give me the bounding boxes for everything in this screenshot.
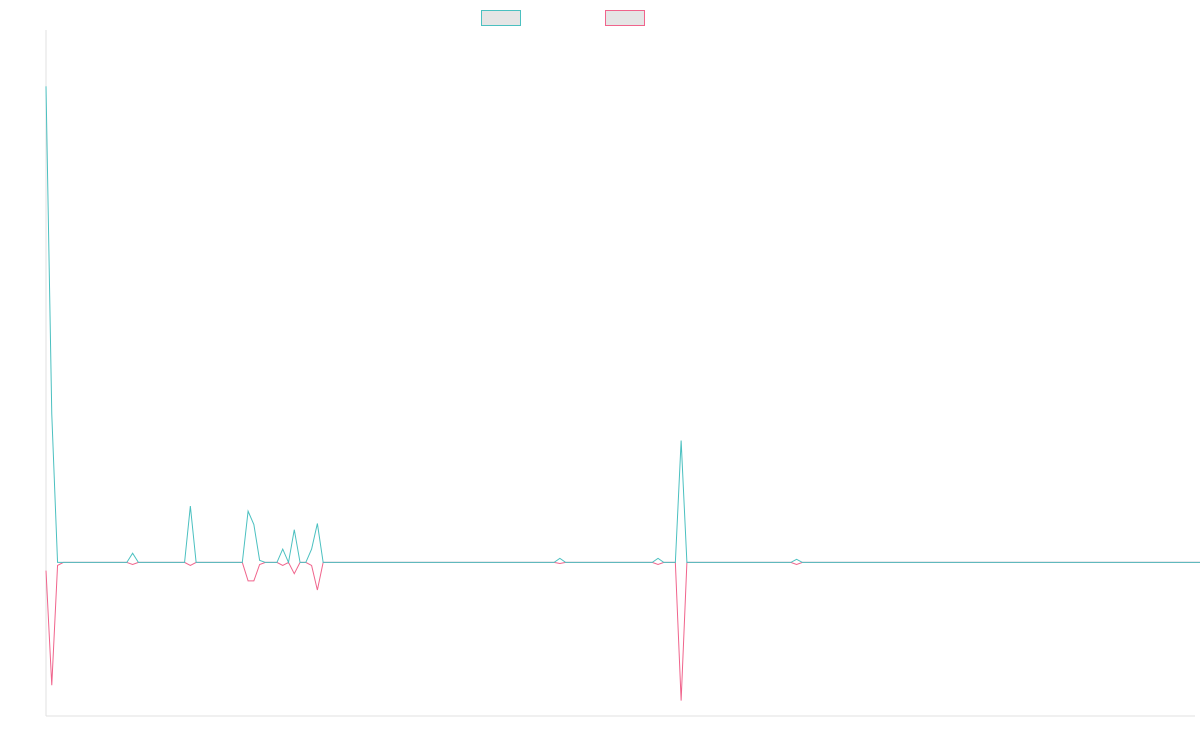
legend-item-0[interactable] [481, 10, 521, 26]
series-layer [45, 86, 1200, 701]
series-line-1 [45, 561, 1200, 701]
legend-swatch-0[interactable] [481, 10, 521, 26]
series-line-0 [45, 86, 1200, 565]
axes [45, 30, 1195, 717]
legend-swatch-1[interactable] [605, 10, 645, 26]
legend-item-1[interactable] [605, 10, 645, 26]
legend [481, 10, 645, 26]
